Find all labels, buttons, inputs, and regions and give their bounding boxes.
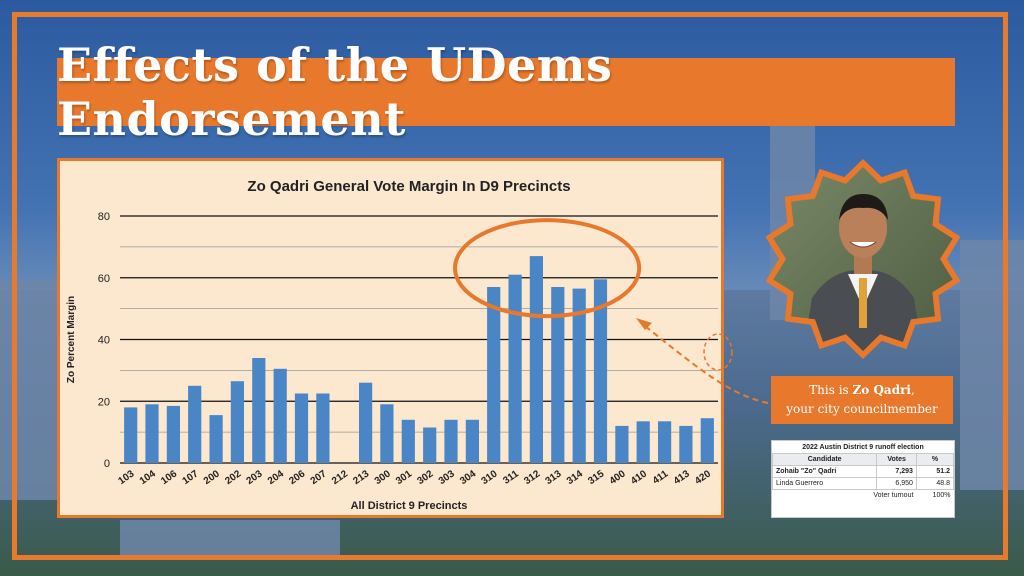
y-tick-label: 0 bbox=[104, 458, 110, 470]
header-candidate: Candidate bbox=[771, 453, 878, 466]
background-building bbox=[120, 520, 340, 560]
x-tick-label: 104 bbox=[138, 468, 158, 487]
header-percent: % bbox=[915, 453, 955, 466]
bar-107 bbox=[188, 385, 202, 463]
x-tick-label: 107 bbox=[181, 468, 201, 487]
x-tick-label: 410 bbox=[629, 468, 649, 487]
x-axis-label: All District 9 Precincts bbox=[351, 500, 468, 512]
portrait-badge bbox=[762, 158, 964, 360]
y-tick-label: 40 bbox=[98, 335, 110, 347]
candidate-percent: 48.8 bbox=[915, 477, 955, 490]
bar-104 bbox=[145, 404, 159, 463]
bar-304 bbox=[465, 419, 479, 463]
bar-203 bbox=[252, 358, 266, 463]
bar-300 bbox=[380, 404, 394, 463]
x-tick-label: 312 bbox=[522, 468, 542, 487]
background-building bbox=[960, 240, 1024, 490]
x-tick-label: 206 bbox=[287, 468, 307, 487]
x-tick-label: 207 bbox=[309, 468, 329, 487]
bar-301 bbox=[401, 419, 415, 463]
x-tick-label: 411 bbox=[651, 468, 671, 487]
results-caption: 2022 Austin District 9 runoff election bbox=[802, 444, 924, 451]
caption-line-1: This is Zo Qadri, bbox=[809, 381, 915, 400]
bar-chart: Zo Qadri General Vote Margin In D9 Preci… bbox=[66, 178, 718, 512]
bar-311 bbox=[508, 274, 522, 463]
header-votes: Votes bbox=[876, 453, 917, 466]
bar-200 bbox=[209, 415, 223, 463]
x-tick-label: 303 bbox=[437, 468, 457, 487]
x-tick-label: 300 bbox=[373, 468, 393, 487]
bar-310 bbox=[487, 287, 501, 463]
bar-315 bbox=[593, 279, 608, 463]
title-banner: Effects of the UDems Endorsement bbox=[57, 38, 955, 146]
caption-box: This is Zo Qadri, your city councilmembe… bbox=[771, 376, 953, 424]
y-tick-label: 20 bbox=[98, 396, 110, 408]
x-tick-label: 203 bbox=[245, 468, 265, 487]
x-tick-label: 400 bbox=[608, 468, 628, 487]
y-tick-label: 60 bbox=[98, 273, 110, 285]
bar-204 bbox=[273, 368, 287, 463]
portrait-photo-icon bbox=[765, 159, 961, 359]
background-building bbox=[0, 280, 58, 500]
x-tick-label: 302 bbox=[415, 468, 435, 487]
bar-chart-panel: Zo Qadri General Vote Margin In D9 Preci… bbox=[57, 158, 724, 518]
x-tick-label: 413 bbox=[672, 468, 692, 487]
x-tick-label: 212 bbox=[330, 468, 350, 487]
caption-prefix: This is bbox=[809, 383, 853, 397]
x-tick-label: 106 bbox=[159, 468, 179, 487]
x-tick-label: 301 bbox=[394, 468, 414, 487]
bar-413 bbox=[679, 425, 693, 463]
turnout-row: Voter turnout 100% bbox=[773, 490, 954, 502]
caption-name: Zo Qadri bbox=[852, 383, 911, 397]
bar-420 bbox=[700, 418, 714, 463]
bar-103 bbox=[124, 407, 138, 463]
x-tick-label: 213 bbox=[351, 468, 371, 487]
x-tick-label: 313 bbox=[544, 468, 564, 487]
bar-213 bbox=[359, 382, 373, 463]
bar-312 bbox=[529, 256, 543, 463]
table-row: Zohaib "Zo" Qadri 7,293 51.2 bbox=[771, 465, 955, 478]
caption-line-2: your city councilmember bbox=[786, 402, 938, 416]
x-tick-label: 200 bbox=[202, 468, 222, 487]
x-tick-label: 420 bbox=[693, 468, 713, 487]
turnout-value: 100% bbox=[932, 492, 951, 499]
x-tick-label: 315 bbox=[586, 468, 606, 487]
x-tick-label: 103 bbox=[116, 468, 136, 487]
y-tick-label: 80 bbox=[98, 211, 110, 223]
x-tick-label: 311 bbox=[501, 468, 521, 487]
table-row: Linda Guerrero 6,950 48.8 bbox=[771, 477, 955, 490]
bar-314 bbox=[572, 288, 586, 463]
bar-206 bbox=[294, 393, 309, 463]
election-results-table: 2022 Austin District 9 runoff election C… bbox=[771, 440, 955, 518]
bar-207 bbox=[316, 393, 330, 463]
candidate-votes: 6,950 bbox=[876, 477, 917, 490]
turnout-label: Voter turnout bbox=[873, 492, 914, 499]
x-tick-label: 314 bbox=[565, 468, 585, 487]
x-tick-label: 304 bbox=[458, 468, 478, 487]
candidate-name: Linda Guerrero bbox=[771, 477, 878, 490]
candidate-name: Zohaib "Zo" Qadri bbox=[771, 465, 878, 478]
bar-202 bbox=[230, 381, 244, 463]
bar-302 bbox=[423, 427, 437, 463]
bar-313 bbox=[551, 287, 565, 463]
chart-title: Zo Qadri General Vote Margin In D9 Preci… bbox=[247, 178, 570, 195]
candidate-votes: 7,293 bbox=[876, 465, 917, 478]
x-tick-label: 204 bbox=[266, 468, 286, 487]
bar-106 bbox=[166, 405, 180, 463]
candidate-percent: 51.2 bbox=[915, 465, 955, 478]
orange-frame bbox=[12, 12, 1008, 560]
page-title: Effects of the UDems Endorsement bbox=[57, 38, 613, 146]
bar-411 bbox=[658, 421, 672, 463]
highlight-ellipse bbox=[453, 218, 642, 319]
y-axis-label: Zo Percent Margin bbox=[66, 296, 77, 383]
caption-suffix: , bbox=[910, 383, 915, 397]
bar-410 bbox=[636, 421, 650, 463]
bar-400 bbox=[615, 425, 629, 463]
x-tick-label: 202 bbox=[223, 468, 243, 487]
bar-303 bbox=[444, 419, 458, 463]
x-tick-label: 310 bbox=[480, 468, 500, 487]
